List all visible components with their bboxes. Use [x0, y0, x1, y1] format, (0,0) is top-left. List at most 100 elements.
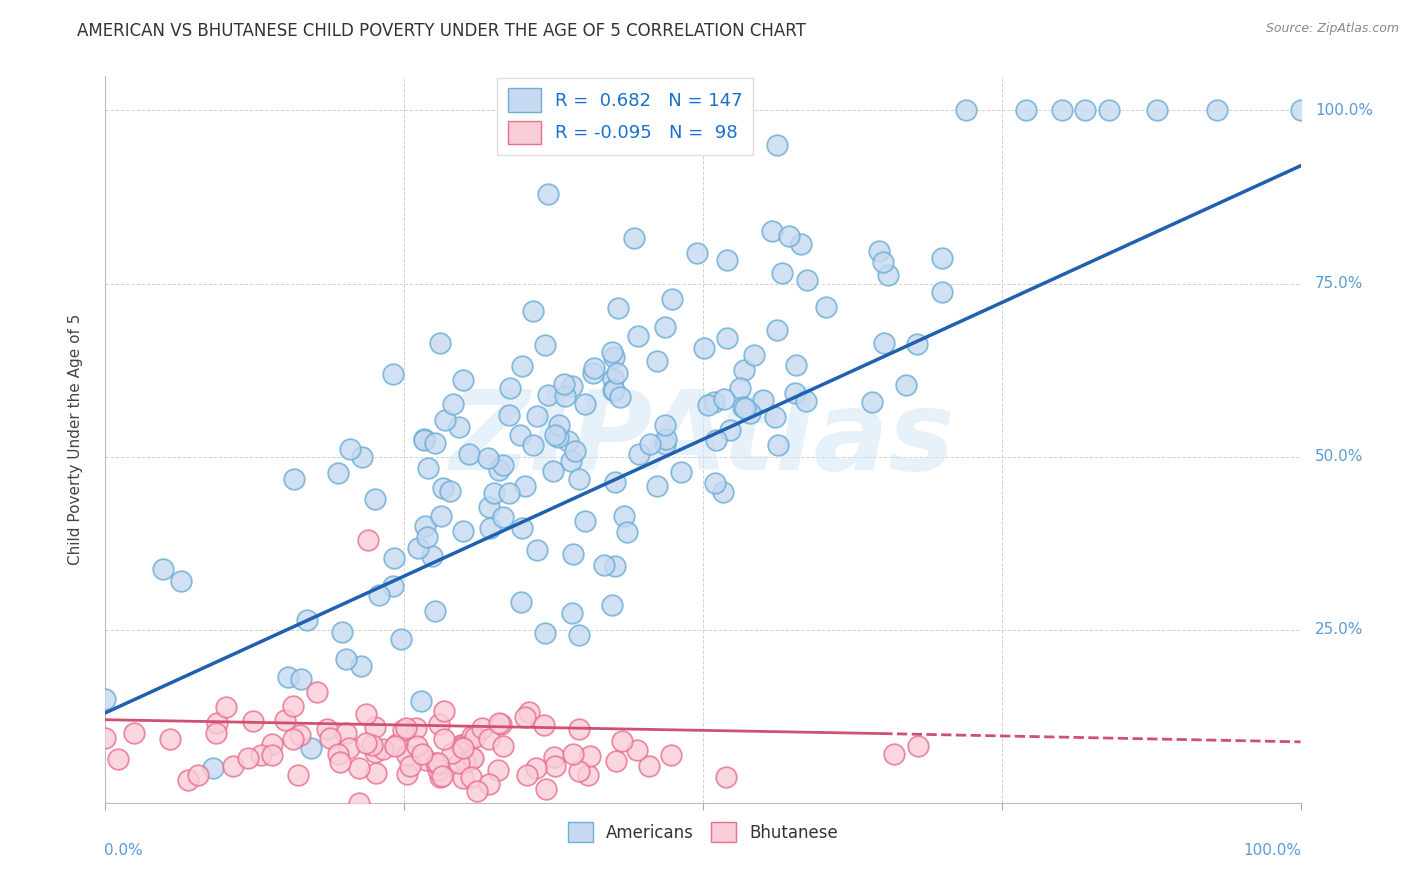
Point	[236, 751, 259, 765]
Text: Source: ZipAtlas.com: Source: ZipAtlas.com	[1265, 22, 1399, 36]
Point	[541, 464, 564, 478]
Point	[429, 336, 451, 351]
Point	[382, 579, 405, 593]
Point	[122, 726, 145, 740]
Point	[534, 338, 557, 352]
Point	[205, 715, 228, 730]
Point	[406, 739, 429, 753]
Point	[460, 750, 482, 764]
Point	[526, 542, 548, 557]
Point	[478, 500, 501, 514]
Point	[568, 722, 591, 736]
Point	[416, 461, 439, 475]
Point	[645, 479, 668, 493]
Point	[389, 632, 412, 647]
Point	[364, 491, 387, 506]
Point	[290, 672, 312, 686]
Point	[478, 732, 501, 747]
Point	[654, 437, 676, 451]
Point	[429, 770, 451, 784]
Point	[274, 714, 297, 728]
Point	[222, 759, 245, 773]
Point	[718, 423, 741, 437]
Point	[283, 472, 305, 486]
Point	[613, 509, 636, 524]
Point	[492, 509, 515, 524]
Point	[394, 721, 416, 735]
Point	[738, 406, 761, 420]
Point	[544, 759, 567, 773]
Point	[603, 475, 626, 490]
Point	[382, 551, 405, 566]
Point	[526, 409, 548, 424]
Point	[931, 285, 953, 300]
Point	[761, 224, 783, 238]
Point	[606, 366, 628, 380]
Point	[645, 354, 668, 368]
Point	[796, 273, 818, 287]
Point	[94, 731, 117, 745]
Point	[766, 323, 789, 337]
Point	[638, 759, 661, 773]
Point	[449, 756, 471, 770]
Point	[603, 351, 626, 365]
Point	[283, 698, 305, 713]
Point	[440, 747, 463, 761]
Point	[354, 736, 377, 750]
Point	[434, 413, 457, 427]
Point	[955, 103, 977, 118]
Point	[510, 520, 533, 534]
Point	[560, 379, 582, 393]
Point	[1014, 103, 1036, 118]
Point	[422, 549, 444, 563]
Point	[1289, 103, 1312, 118]
Point	[536, 186, 558, 201]
Point	[794, 394, 817, 409]
Point	[337, 740, 360, 755]
Point	[482, 485, 505, 500]
Point	[339, 442, 361, 457]
Point	[413, 432, 436, 446]
Point	[352, 450, 374, 465]
Point	[568, 764, 591, 779]
Point	[860, 395, 883, 409]
Point	[451, 524, 474, 538]
Point	[560, 453, 582, 467]
Point	[638, 437, 661, 451]
Point	[623, 231, 645, 245]
Point	[384, 739, 406, 753]
Point	[432, 732, 454, 747]
Point	[427, 756, 450, 770]
Point	[600, 599, 623, 613]
Point	[382, 368, 405, 382]
Point	[562, 747, 585, 761]
Point	[716, 331, 738, 345]
Y-axis label: Child Poverty Under the Age of 5: Child Poverty Under the Age of 5	[67, 314, 83, 565]
Point	[433, 704, 456, 718]
Text: 50.0%: 50.0%	[1315, 449, 1364, 464]
Point	[214, 699, 236, 714]
Point	[204, 726, 226, 740]
Point	[367, 588, 389, 602]
Point	[488, 462, 510, 476]
Point	[609, 390, 631, 404]
Point	[1098, 103, 1121, 118]
Point	[510, 359, 533, 374]
Point	[553, 377, 575, 392]
Point	[398, 759, 420, 773]
Point	[606, 301, 628, 316]
Point	[460, 770, 482, 784]
Point	[415, 753, 437, 767]
Point	[262, 747, 284, 762]
Point	[262, 738, 284, 752]
Point	[357, 533, 380, 547]
Point	[557, 434, 579, 449]
Legend: Americans, Bhutanese: Americans, Bhutanese	[561, 815, 845, 849]
Point	[733, 363, 755, 377]
Point	[277, 670, 299, 684]
Point	[517, 705, 540, 719]
Point	[454, 755, 477, 769]
Point	[696, 398, 718, 412]
Point	[907, 739, 929, 754]
Point	[319, 731, 342, 746]
